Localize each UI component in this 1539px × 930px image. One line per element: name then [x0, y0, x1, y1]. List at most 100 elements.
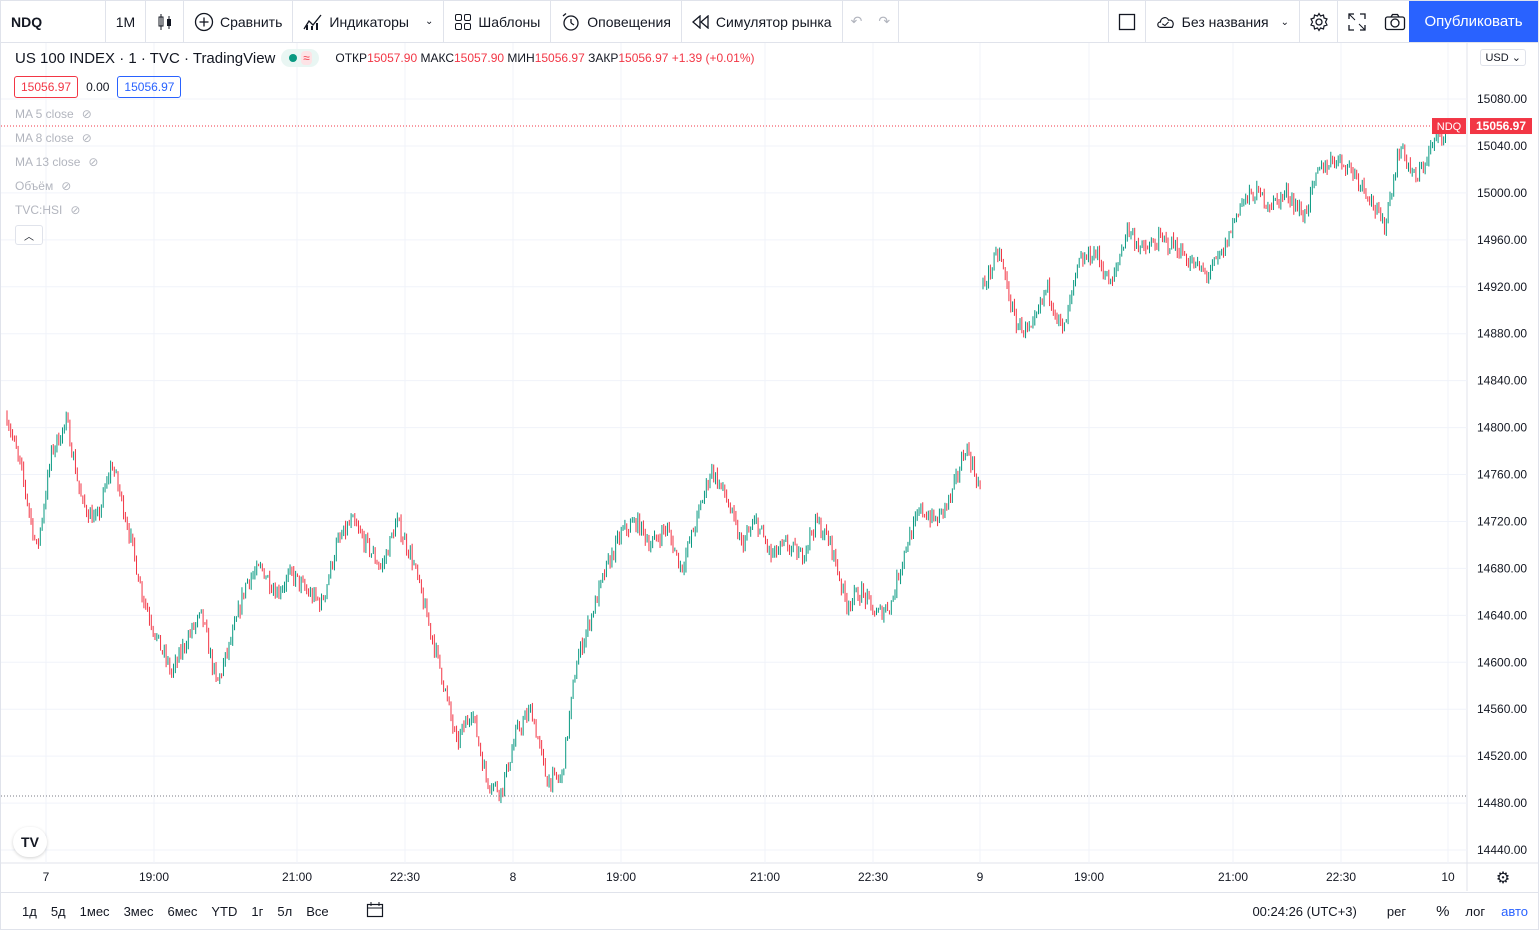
indicator-ma8[interactable]: MA 8 close ⊘: [15, 131, 92, 145]
tradingview-logo[interactable]: TV: [13, 827, 47, 857]
change-value: +1.39 (+0.01%): [671, 51, 755, 65]
symbol-search-button[interactable]: NDQ: [1, 0, 106, 43]
time-tick-label: 21:00: [750, 870, 780, 884]
spread-value: 0.00: [86, 80, 110, 94]
symbol-label: NDQ: [11, 13, 43, 30]
log-scale-button[interactable]: лог: [1465, 904, 1486, 919]
open-label: ОТКР: [335, 51, 368, 65]
screenshot-button[interactable]: [1376, 1, 1414, 43]
percent-scale-button[interactable]: %: [1436, 903, 1450, 920]
layout-name-label: Без названия: [1181, 14, 1269, 30]
bottom-toolbar: 1д 5д 1мес 3мес 6мес YTD 1г 5л Все 00:24…: [1, 892, 1538, 929]
price-tick-label: 15000.00: [1477, 186, 1527, 200]
eye-off-icon[interactable]: ⊘: [81, 107, 92, 121]
eye-off-icon[interactable]: ⊘: [81, 131, 92, 145]
layout-name-button[interactable]: Без названия ⌄: [1146, 1, 1300, 43]
price-tick-label: 14920.00: [1477, 280, 1527, 294]
undo-button[interactable]: ↶: [843, 1, 871, 43]
buy-button[interactable]: 15056.97: [117, 76, 182, 98]
collapse-legend-button[interactable]: ︿: [15, 225, 43, 245]
range-6m[interactable]: 6мес: [167, 903, 198, 919]
timezone-clock[interactable]: 00:24:26 (UTC+3): [1252, 904, 1357, 919]
indicator-label: TVC:HSI: [15, 203, 63, 217]
range-5d[interactable]: 5д: [50, 903, 66, 919]
rewind-icon: [691, 14, 709, 29]
time-axis[interactable]: 7 19:00 21:00 22:30 8 19:00 21:00 22:30 9 19:00 21…: [43, 870, 1511, 887]
publish-label: Опубликовать: [1424, 13, 1523, 30]
range-1y[interactable]: 1г: [251, 903, 264, 919]
time-tick-label: 19:00: [139, 870, 169, 884]
price-tick-label: 14840.00: [1477, 374, 1527, 388]
trade-buttons: 15056.97 0.00 15056.97: [14, 76, 182, 98]
fullscreen-button[interactable]: [1338, 1, 1376, 43]
currency-select[interactable]: USD ⌄: [1480, 49, 1526, 66]
alerts-button[interactable]: Оповещения: [551, 0, 682, 43]
date-range-icon[interactable]: [366, 901, 384, 921]
templates-icon: [455, 13, 472, 30]
axis-settings-icon[interactable]: ⚙: [1496, 870, 1510, 887]
eye-off-icon[interactable]: ⊘: [61, 179, 72, 193]
price-tick-label: 15080.00: [1477, 92, 1527, 106]
indicator-ma13[interactable]: MA 13 close ⊘: [15, 155, 98, 169]
low-label: МИН: [507, 51, 535, 65]
time-tick-label: 22:30: [858, 870, 888, 884]
high-value: 15057.90: [454, 51, 505, 65]
square-icon: [1118, 13, 1136, 31]
chevron-down-icon: ⌄: [1280, 16, 1289, 28]
indicators-button[interactable]: Индикаторы ⌄: [293, 0, 445, 43]
auto-scale-button[interactable]: авто: [1501, 904, 1528, 919]
publish-button[interactable]: Опубликовать: [1409, 1, 1538, 42]
bottom-right-group: 00:24:26 (UTC+3) рег % лог авто: [1252, 893, 1528, 930]
range-all[interactable]: Все: [306, 903, 329, 919]
fullscreen-box-button[interactable]: [1108, 1, 1146, 43]
indicator-volume[interactable]: Объём ⊘: [15, 179, 71, 193]
price-axis[interactable]: 15080.00 15040.00 15000.00 14960.00 14920.00…: [1432, 92, 1532, 857]
templates-label: Шаблоны: [478, 13, 541, 30]
session-button[interactable]: рег: [1386, 904, 1407, 919]
expand-icon: [1348, 13, 1366, 31]
price-chart[interactable]: 15080.00 15040.00 15000.00 14960.00 14920.00…: [1, 43, 1538, 891]
price-tick-label: 14440.00: [1477, 843, 1527, 857]
price-tick-label: 14480.00: [1477, 796, 1527, 810]
range-1m[interactable]: 1мес: [79, 903, 110, 919]
indicator-ma5[interactable]: MA 5 close ⊘: [15, 107, 92, 121]
chevron-down-icon: ⌄: [1511, 52, 1521, 64]
last-price-tag-label: 15056.97: [1476, 119, 1526, 133]
chart-area[interactable]: 15080.00 15040.00 15000.00 14960.00 14920.00…: [1, 43, 1538, 891]
price-tick-label: 14680.00: [1477, 561, 1527, 575]
eye-off-icon[interactable]: ⊘: [70, 203, 81, 217]
low-value: 15056.97: [534, 51, 585, 65]
time-tick-label: 22:30: [390, 870, 420, 884]
eye-off-icon[interactable]: ⊘: [88, 155, 99, 169]
indicator-hsi[interactable]: TVC:HSI ⊘: [15, 203, 80, 217]
range-1d[interactable]: 1д: [22, 903, 37, 919]
templates-button[interactable]: Шаблоны: [444, 0, 552, 43]
market-status-badge[interactable]: ≈: [281, 49, 320, 67]
top-toolbar: NDQ 1М Сравнить Индикаторы ⌄ Шаблоны Опо…: [1, 0, 1538, 43]
symbol-title[interactable]: US 100 INDEX · 1 · TVC · TradingView: [15, 49, 276, 67]
candles-icon: [158, 13, 171, 30]
indicators-label: Индикаторы: [329, 13, 409, 30]
symbol-price-tag: [1432, 118, 1466, 135]
range-ytd[interactable]: YTD: [211, 903, 238, 919]
price-tick-label: 14960.00: [1477, 233, 1527, 247]
indicators-icon: [303, 14, 322, 30]
price-tick-label: 14720.00: [1477, 514, 1527, 528]
time-tick-label: 21:00: [1218, 870, 1248, 884]
settings-button[interactable]: [1300, 1, 1338, 43]
indicator-label: Объём: [15, 179, 54, 193]
chart-grid: [1, 43, 1538, 891]
range-5y[interactable]: 5л: [277, 903, 293, 919]
time-tick-label: 7: [43, 870, 50, 884]
replay-button[interactable]: Симулятор рынка: [682, 0, 843, 43]
camera-icon: [1384, 13, 1406, 31]
price-tick-label: 14640.00: [1477, 608, 1527, 622]
interval-button[interactable]: 1М: [106, 0, 146, 43]
indicator-label: MA 8 close: [15, 131, 74, 145]
redo-button[interactable]: ↷: [870, 0, 900, 43]
compare-button[interactable]: Сравнить: [184, 0, 294, 43]
sell-button[interactable]: 15056.97: [14, 76, 79, 98]
range-3m[interactable]: 3мес: [123, 903, 154, 919]
open-value: 15057.90: [367, 51, 418, 65]
chart-type-button[interactable]: [146, 0, 184, 43]
